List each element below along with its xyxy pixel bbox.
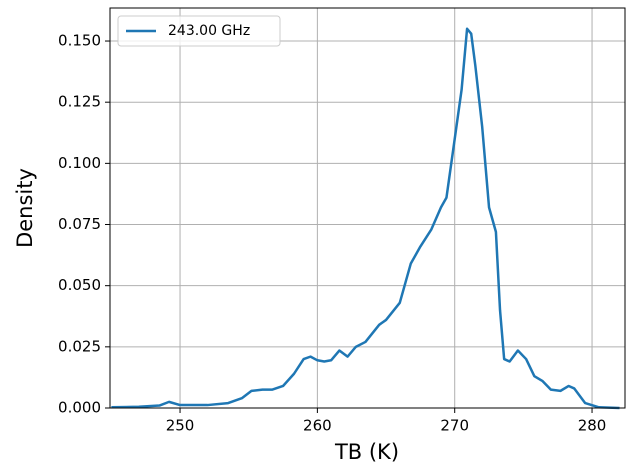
x-tick-label: 250 <box>166 417 195 435</box>
y-tick-label: 0.075 <box>58 215 101 233</box>
y-tick-label: 0.125 <box>58 93 101 111</box>
density-line <box>111 27 620 410</box>
x-tick-label: 270 <box>440 417 469 435</box>
x-tick-label: 260 <box>303 417 332 435</box>
y-tick-label: 0.150 <box>58 32 101 50</box>
y-tick-label: 0.000 <box>58 399 101 417</box>
y-tick-label: 0.050 <box>58 276 101 294</box>
x-axis-label: TB (K) <box>334 440 399 464</box>
y-tick-label: 0.025 <box>58 337 101 355</box>
y-axis-label: Density <box>13 168 37 248</box>
y-tick-label: 0.100 <box>58 154 101 172</box>
legend-label: 243.00 GHz <box>168 23 250 39</box>
x-tick-label: 280 <box>578 417 607 435</box>
legend-box <box>117 15 281 47</box>
plot-frame <box>109 7 626 409</box>
